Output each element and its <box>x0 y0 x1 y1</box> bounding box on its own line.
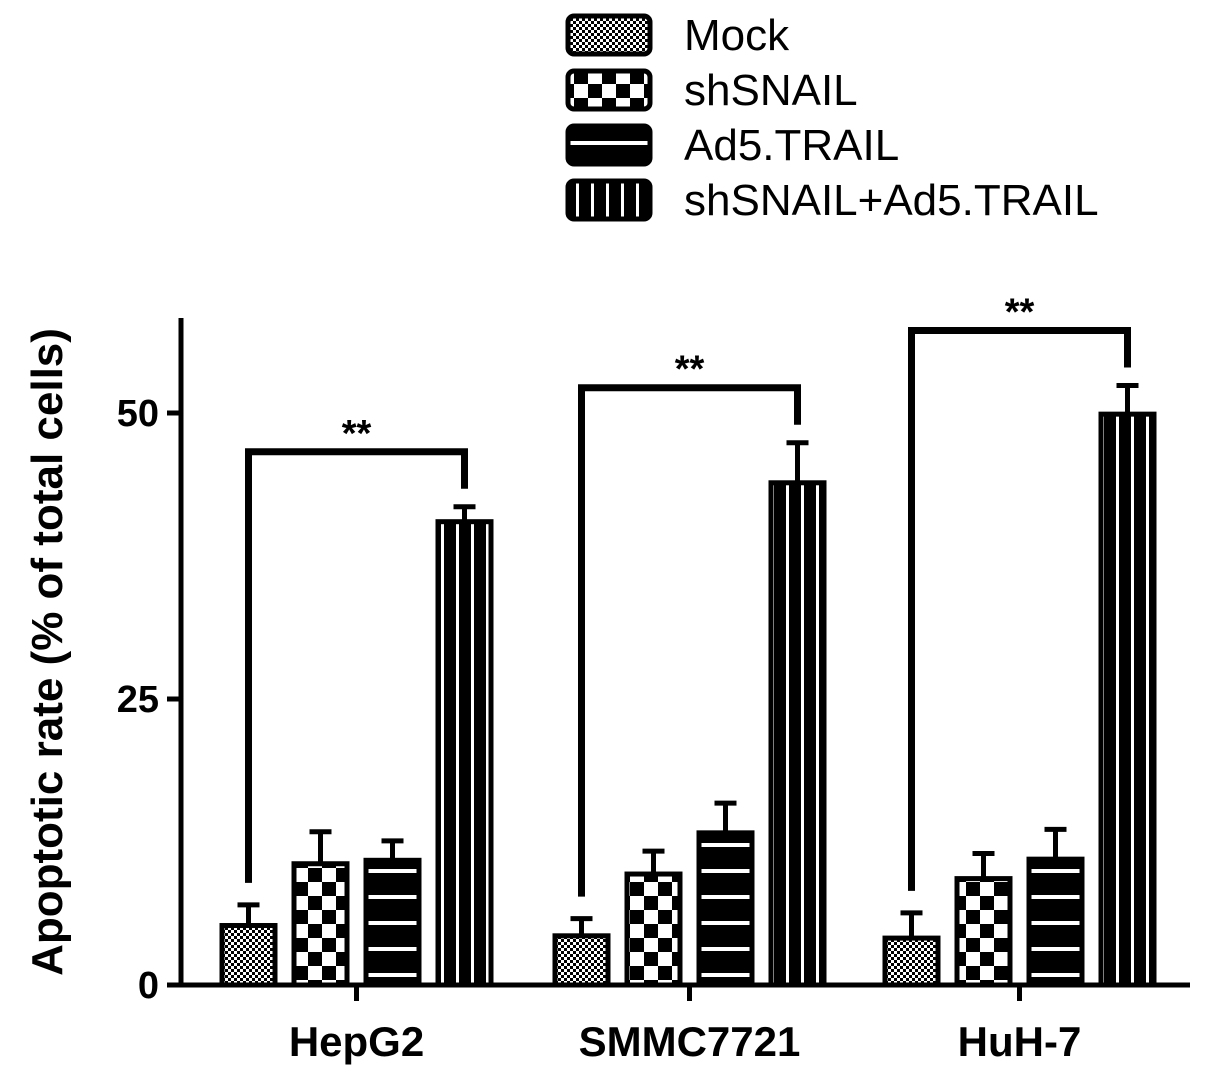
legend-swatch-mock <box>565 13 653 57</box>
bars <box>219 383 1157 988</box>
legend-swatch-shsnail <box>565 68 653 112</box>
y-tick-label: 25 <box>117 679 159 721</box>
legend-label-ad5-trail: Ad5.TRAIL <box>684 121 899 170</box>
bar-smmc7721-shsnail <box>624 871 683 988</box>
axes: 0 25 50 HepG2 SMMC7721 HuH-7 <box>117 318 1190 1065</box>
bar-hepg2-mock <box>219 923 278 988</box>
y-tick-label: 0 <box>138 965 159 1007</box>
bar-huh-7-ad5-trail <box>1026 856 1085 988</box>
significance-bracket <box>578 384 801 897</box>
legend-swatch-ad5-trail <box>565 123 653 167</box>
significance-label: ** <box>1005 292 1035 334</box>
bar-hepg2-ad5-trail <box>363 857 422 988</box>
significance-label: ** <box>342 413 372 455</box>
bar-hepg2-shsnail <box>291 861 350 988</box>
legend: Mock shSNAIL Ad5.TRAIL shSNAIL+Ad5.TRAIL <box>565 11 1099 225</box>
y-axis-label: Apoptotic rate (% of total cells) <box>23 328 72 976</box>
legend-label-mock: Mock <box>684 11 790 60</box>
bar-huh-7-shsnail <box>954 876 1013 988</box>
bar-huh-7-shsnail-ad5-trail <box>1098 411 1157 988</box>
significance-bracket <box>245 448 468 883</box>
bar-hepg2-shsnail-ad5-trail <box>435 519 494 988</box>
bar-huh-7-mock <box>882 935 941 988</box>
bar-smmc7721-shsnail-ad5-trail <box>768 480 827 988</box>
legend-label-shsnail: shSNAIL <box>684 66 858 115</box>
significance-brackets: ** ** ** <box>245 292 1131 897</box>
bar-smmc7721-ad5-trail <box>696 830 755 988</box>
x-tick-label: SMMC7721 <box>579 1018 801 1065</box>
bar-smmc7721-mock <box>552 933 611 988</box>
y-tick-label: 50 <box>117 393 159 435</box>
significance-label: ** <box>675 349 705 391</box>
x-tick-label: HuH-7 <box>958 1018 1082 1065</box>
significance-bracket <box>908 327 1131 891</box>
legend-swatch-shsnail-ad5-trail <box>565 178 653 222</box>
legend-label-shsnail-ad5-trail: shSNAIL+Ad5.TRAIL <box>684 176 1099 225</box>
x-tick-label: HepG2 <box>289 1018 424 1065</box>
